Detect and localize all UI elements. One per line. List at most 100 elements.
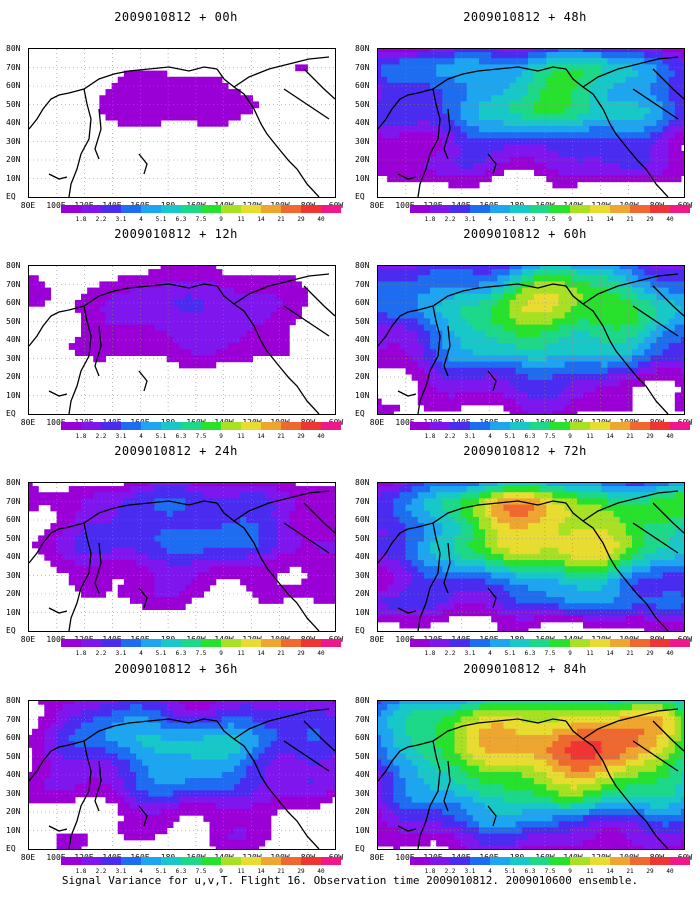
heatmap-cell (289, 483, 296, 487)
heatmap-cell (644, 101, 651, 109)
heatmap-cell (227, 504, 235, 512)
heatmap-cell (454, 49, 462, 53)
heatmap-cell (381, 52, 388, 59)
map-panel: 2009010812 + 36h 80N 70N 60N 50N 40N 30N 20N 10N… (6, 660, 346, 875)
heatmap-cell (142, 796, 149, 804)
map-panel: 2009010812 + 48h 80N 70N 60N 50N 40N 30N 20N 10N… (355, 8, 695, 223)
heatmap-cell (570, 126, 578, 133)
heatmap-cell (221, 529, 229, 537)
heatmap-cell (607, 113, 615, 121)
heatmap-cell (448, 101, 456, 109)
heatmap-cell (515, 95, 523, 103)
heatmap-cell (129, 89, 137, 96)
coastline (94, 542, 102, 594)
heatmap-cell (44, 701, 52, 705)
heatmap-cell (319, 722, 327, 730)
heatmap-cell (197, 560, 205, 567)
heatmap-cell (491, 324, 498, 332)
heatmap-cell (289, 796, 296, 804)
heatmap-cell (185, 790, 192, 798)
heatmap-cell (227, 839, 235, 847)
coastline (29, 718, 218, 782)
heatmap-cell (454, 266, 462, 270)
colorbar-swatch (81, 422, 101, 430)
heatmap-cell (93, 578, 100, 586)
heatmap-cell (117, 504, 125, 512)
heatmap-cell (148, 541, 156, 549)
heatmap-cell (87, 492, 94, 500)
colorbar-swatch (121, 422, 141, 430)
heatmap-cell (558, 266, 566, 270)
heatmap-cell (142, 765, 149, 773)
heatmap-cell (209, 361, 217, 369)
heatmap-cell (325, 704, 333, 711)
heatmap-cell (154, 778, 162, 785)
heatmap-cell (178, 483, 186, 487)
heatmap-cell (93, 287, 100, 295)
heatmap-cell (485, 113, 492, 121)
heatmap-cell (417, 163, 425, 170)
heatmap-cell (656, 132, 664, 140)
heatmap-cell (576, 156, 584, 164)
heatmap-cell (472, 101, 480, 109)
heatmap-cell (185, 784, 192, 792)
heatmap-cell (148, 89, 156, 96)
heatmap-cell (313, 710, 321, 718)
heatmap-cell (123, 330, 131, 338)
heatmap-cell (129, 492, 137, 500)
heatmap-cell (44, 747, 52, 755)
heatmap-cell (264, 287, 272, 295)
heatmap-cell (172, 299, 180, 307)
heatmap-cell (564, 299, 572, 307)
heatmap-cell (136, 572, 143, 580)
heatmap-cell (674, 287, 682, 295)
heatmap-cell (289, 504, 296, 512)
heatmap-cell (411, 269, 419, 276)
heatmap-cell (448, 175, 456, 183)
heatmap-cell (209, 95, 217, 103)
heatmap-cell (142, 119, 149, 127)
heatmap-cell (442, 89, 449, 96)
heatmap-cell (191, 535, 198, 543)
heatmap-cell (160, 753, 168, 761)
heatmap-cell (503, 361, 511, 369)
heatmap-cell (240, 833, 247, 841)
heatmap-cell (178, 318, 186, 326)
x-tick-label: 100E (395, 418, 415, 427)
heatmap-cell (209, 839, 217, 847)
heatmap-cell (215, 728, 223, 736)
heatmap-cell (178, 299, 186, 307)
heatmap-cell (44, 704, 52, 711)
heatmap-cell (674, 312, 682, 320)
heatmap-cell (295, 516, 302, 524)
heatmap-cell (166, 107, 174, 115)
heatmap-cell (111, 784, 119, 792)
heatmap-cell (595, 89, 602, 96)
heatmap-cell (644, 318, 651, 326)
heatmap-cell (399, 299, 407, 307)
heatmap-cell (178, 486, 186, 493)
heatmap-cell (215, 349, 223, 357)
coastline (216, 68, 320, 197)
heatmap-cell (246, 796, 253, 804)
heatmap-cell (276, 523, 284, 530)
heatmap-cell (638, 361, 645, 369)
heatmap-cell (215, 802, 223, 810)
heatmap-cell (264, 734, 272, 742)
heatmap-cell (264, 306, 272, 313)
heatmap-cell (209, 510, 217, 518)
heatmap-cell (111, 710, 119, 718)
heatmap-cell (93, 498, 100, 506)
heatmap-cell (595, 287, 602, 295)
heatmap-cell (601, 361, 609, 369)
heatmap-cell (448, 89, 456, 96)
heatmap-cell (680, 312, 684, 320)
coastline (48, 173, 68, 180)
heatmap-cell (668, 95, 676, 103)
heatmap-cell (178, 747, 186, 755)
heatmap-cell (485, 312, 492, 320)
heatmap-cell (613, 70, 621, 78)
heatmap-cell (558, 175, 566, 183)
heatmap-cell (74, 560, 82, 567)
heatmap-cell (68, 845, 76, 849)
